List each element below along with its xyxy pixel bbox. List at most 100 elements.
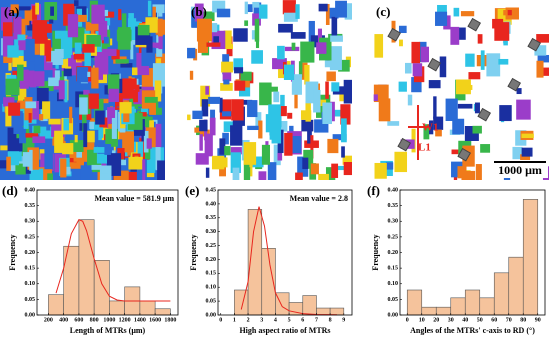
grain	[44, 145, 53, 170]
grain	[310, 163, 319, 175]
y-tick-label: 0.05	[388, 297, 399, 303]
grain	[325, 4, 330, 25]
grain	[219, 99, 232, 120]
grain	[107, 107, 116, 129]
grain-marker	[387, 27, 402, 42]
y-axis-label: Frequency	[371, 234, 380, 270]
x-tick-label: 2	[247, 317, 250, 323]
grain	[18, 107, 31, 114]
grain	[537, 54, 549, 63]
scale-bar-box	[490, 160, 548, 178]
grain	[24, 9, 34, 21]
grain	[88, 93, 99, 109]
grain	[47, 173, 53, 180]
grain	[3, 97, 15, 107]
grain	[499, 105, 512, 122]
grain	[7, 151, 20, 166]
grain	[328, 7, 339, 19]
grain	[232, 167, 240, 180]
x-tick-label: 1200	[119, 317, 131, 323]
grain	[29, 149, 33, 171]
grain	[219, 163, 226, 177]
grain	[24, 86, 30, 102]
grain	[234, 67, 244, 74]
grain	[287, 112, 293, 119]
y-tick-label: 0.20	[25, 250, 36, 256]
grain	[494, 22, 510, 41]
grain	[378, 98, 391, 122]
grain	[118, 9, 122, 21]
grain	[217, 148, 227, 162]
y-tick-label: 0.00	[388, 312, 399, 318]
grain	[238, 99, 253, 105]
grain	[300, 62, 308, 80]
grain	[199, 119, 208, 132]
grain	[0, 160, 7, 169]
panel-label: (f)	[367, 183, 380, 198]
grain	[244, 20, 249, 26]
grain	[63, 118, 70, 131]
grain	[137, 137, 150, 160]
y-tick-label: 0.10	[25, 281, 36, 287]
grain	[82, 44, 95, 53]
grain	[140, 4, 153, 22]
grain	[282, 0, 296, 15]
grain	[231, 99, 244, 121]
grain	[201, 99, 209, 117]
grain	[157, 18, 163, 37]
x-tick-label: 800	[90, 317, 99, 323]
grain	[116, 29, 132, 42]
grain	[194, 3, 204, 22]
grain	[291, 74, 302, 95]
grain	[318, 3, 328, 12]
grain	[74, 42, 82, 56]
grain	[55, 30, 68, 39]
grain	[119, 102, 132, 114]
grain	[461, 170, 476, 180]
grain	[84, 52, 91, 70]
grain	[295, 4, 300, 19]
grain	[536, 34, 549, 43]
grain	[52, 92, 64, 102]
grain	[107, 74, 120, 94]
bar	[435, 306, 452, 316]
grain	[119, 131, 135, 153]
grain	[307, 129, 312, 144]
grain	[244, 1, 248, 15]
grain	[76, 150, 83, 158]
y-tick-label: 0.25	[25, 234, 36, 240]
grain	[326, 71, 336, 82]
y-tick-label: 0.35	[206, 215, 217, 221]
grain	[300, 110, 312, 120]
grain	[259, 82, 272, 106]
grain	[331, 16, 338, 41]
grain	[294, 92, 298, 109]
y-tick-label: 0.10	[388, 281, 399, 287]
grain	[451, 161, 463, 178]
grain	[322, 102, 333, 125]
grain	[542, 67, 549, 76]
grain	[87, 71, 91, 77]
grain	[128, 171, 139, 180]
grain	[212, 0, 226, 13]
x-tick-label: 10	[419, 317, 425, 323]
bar	[109, 300, 125, 316]
grain	[343, 79, 352, 104]
grain	[104, 144, 112, 155]
grain	[480, 144, 491, 153]
grain	[54, 48, 64, 59]
grain	[204, 133, 213, 157]
annotation: Mean value = 2.8	[290, 194, 348, 203]
grain	[290, 32, 306, 39]
grain	[230, 125, 243, 146]
grain	[46, 40, 52, 62]
grain	[133, 89, 138, 103]
panel-label: (d)	[2, 183, 18, 198]
bar	[93, 260, 110, 316]
x-tick-label: 80	[520, 317, 526, 323]
grain	[54, 130, 63, 153]
grain	[113, 170, 129, 180]
grain	[81, 28, 90, 39]
grain	[327, 138, 339, 154]
